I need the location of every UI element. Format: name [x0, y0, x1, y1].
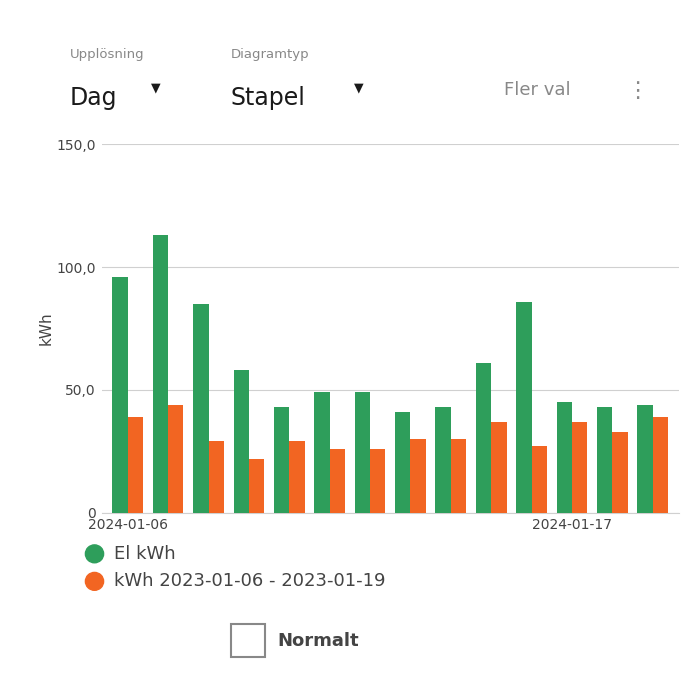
- Bar: [330, 449, 345, 513]
- Bar: [597, 407, 612, 513]
- Bar: [209, 442, 224, 513]
- Bar: [638, 405, 653, 513]
- Text: Diagramtyp: Diagramtyp: [231, 48, 309, 61]
- Bar: [193, 304, 209, 513]
- Bar: [234, 370, 249, 513]
- Text: kWh 2023-01-06 - 2023-01-19: kWh 2023-01-06 - 2023-01-19: [114, 572, 386, 590]
- Bar: [556, 402, 572, 513]
- Text: Upplösning: Upplösning: [70, 48, 145, 61]
- Text: Fler val: Fler val: [504, 81, 570, 99]
- Bar: [531, 447, 547, 513]
- Text: ⋮: ⋮: [626, 81, 649, 101]
- Text: El kWh: El kWh: [114, 545, 176, 563]
- Bar: [168, 405, 183, 513]
- Bar: [476, 363, 491, 513]
- Bar: [127, 417, 143, 513]
- Text: Stapel: Stapel: [231, 86, 306, 110]
- Bar: [289, 442, 304, 513]
- Bar: [451, 439, 466, 513]
- Bar: [153, 235, 168, 513]
- Text: Normalt: Normalt: [277, 632, 359, 649]
- Bar: [395, 412, 410, 513]
- Text: ▼: ▼: [150, 81, 160, 94]
- Bar: [355, 392, 370, 513]
- Y-axis label: kWh: kWh: [38, 312, 54, 345]
- Bar: [612, 431, 628, 513]
- Bar: [410, 439, 426, 513]
- Bar: [517, 301, 531, 513]
- Bar: [435, 407, 451, 513]
- Bar: [491, 422, 507, 513]
- Bar: [572, 422, 587, 513]
- Bar: [370, 449, 386, 513]
- Bar: [274, 407, 289, 513]
- Bar: [113, 277, 127, 513]
- Bar: [249, 459, 265, 513]
- Bar: [652, 417, 668, 513]
- Text: ▼: ▼: [354, 81, 363, 94]
- Text: Dag: Dag: [70, 86, 118, 110]
- Bar: [314, 392, 330, 513]
